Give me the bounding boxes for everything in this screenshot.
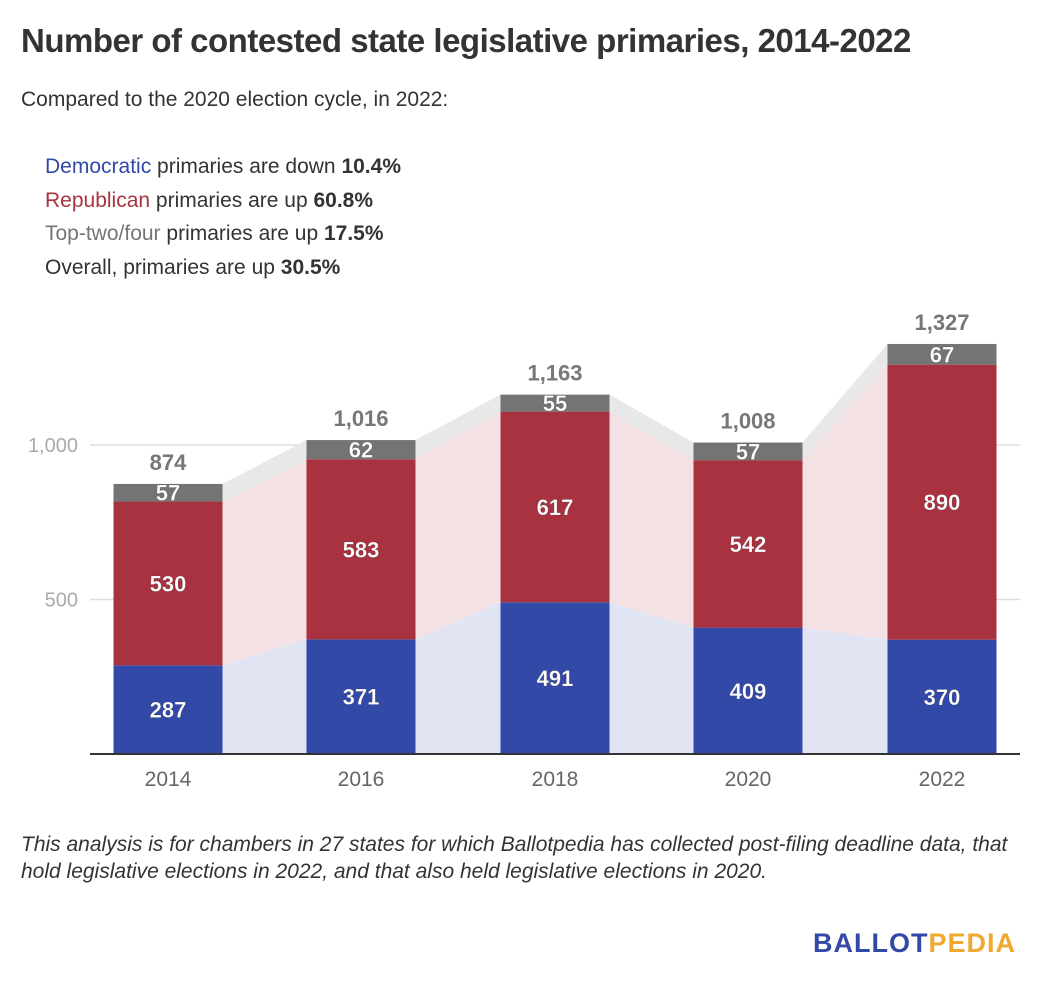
total-value-label: 1,008 xyxy=(720,409,775,434)
connector-areas xyxy=(222,343,888,754)
bar-segment-republican xyxy=(113,501,223,666)
note-value: 60.8% xyxy=(313,188,374,212)
segment-value-label: 409 xyxy=(730,679,767,704)
note-keyword: Top-two/four xyxy=(45,222,161,245)
bar-segment-democratic xyxy=(306,639,416,754)
bar-segment-democratic xyxy=(693,627,803,754)
note-top-two-four: Top-two/four primaries are up 17.5% xyxy=(45,217,401,251)
note-democratic: Democratic primaries are down 10.4% xyxy=(45,150,401,184)
note-text: , primaries are up xyxy=(111,255,281,279)
bar-segment-top-two-four xyxy=(113,483,223,502)
note-value: 30.5% xyxy=(280,255,341,279)
connector-area-democratic xyxy=(802,627,888,754)
total-value-label: 1,016 xyxy=(333,406,388,431)
y-tick-label: 500 xyxy=(45,590,78,612)
connector-area-republican xyxy=(415,411,501,640)
bar-segment-democratic xyxy=(113,665,223,754)
footnote: This analysis is for chambers in 27 stat… xyxy=(21,833,1008,883)
bar-segment-democratic xyxy=(500,602,610,754)
stacked-bar-chart: 287 530 57 874 371 583 62 1,016 491 617 55 1,163 409… xyxy=(28,310,1020,791)
segment-value-label: 617 xyxy=(537,495,574,520)
segment-value-label: 67 xyxy=(930,342,954,367)
segment-value-label: 57 xyxy=(736,439,760,464)
connector-area-democratic xyxy=(415,602,501,754)
note-keyword: Overall xyxy=(45,255,112,279)
connector-area-democratic xyxy=(222,639,307,754)
x-tick-label: 2020 xyxy=(725,768,772,791)
bar-segment-top-two-four xyxy=(693,442,803,461)
bars xyxy=(113,343,997,754)
connector-area-top-two-four xyxy=(415,394,501,460)
x-tick-label: 2016 xyxy=(338,768,385,791)
note-overall: Overall, primaries are up 30.5% xyxy=(45,251,401,285)
logo-part-ballot: BALLOT xyxy=(812,928,929,958)
segment-value-label: 62 xyxy=(349,438,373,463)
segment-value-label: 530 xyxy=(150,571,187,596)
x-tick-label: 2014 xyxy=(145,768,192,791)
segment-value-label: 370 xyxy=(924,685,961,710)
bar-segment-top-two-four xyxy=(887,343,997,365)
x-tick-label: 2022 xyxy=(919,768,966,791)
segment-value-label: 491 xyxy=(537,666,574,691)
bar-segment-top-two-four xyxy=(306,440,416,460)
bar-segment-top-two-four xyxy=(500,394,610,412)
segment-value-label: 542 xyxy=(730,532,767,557)
note-republican: Republican primaries are up 60.8% xyxy=(45,184,401,218)
bar-segment-democratic xyxy=(887,639,997,754)
axes: 500 1,000 2014 2016 2018 2020 2022 xyxy=(28,435,1020,791)
bar-segment-republican xyxy=(500,411,610,603)
note-keyword: Democratic xyxy=(45,155,152,178)
connector-area-top-two-four xyxy=(222,440,307,502)
segment-value-label: 371 xyxy=(343,685,380,710)
bar-segment-republican xyxy=(693,460,803,628)
connector-area-democratic xyxy=(609,602,694,754)
x-tick-label: 2018 xyxy=(532,768,579,791)
connector-area-republican xyxy=(609,411,694,628)
ballotpedia-logo: BALLOTPEDIA xyxy=(813,928,1016,959)
connector-area-top-two-four xyxy=(609,394,694,461)
data-labels: 287 530 57 874 371 583 62 1,016 491 617 55 1,163 409… xyxy=(149,310,969,723)
segment-value-label: 57 xyxy=(156,481,180,506)
segment-value-label: 55 xyxy=(543,391,567,416)
connector-area-republican xyxy=(802,364,888,640)
note-text: primaries are up xyxy=(160,222,324,245)
note-value: 17.5% xyxy=(323,222,384,245)
chart-subtitle: Compared to the 2020 election cycle, in … xyxy=(21,88,449,111)
connector-area-republican xyxy=(222,459,307,666)
summary-notes: Democratic primaries are down 10.4% Repu… xyxy=(45,150,401,284)
note-keyword: Republican xyxy=(45,188,151,212)
connector-area-top-two-four xyxy=(802,343,888,461)
chart-title: Number of contested state legislative pr… xyxy=(21,22,911,59)
segment-value-label: 583 xyxy=(343,537,380,562)
bar-segment-republican xyxy=(306,459,416,640)
note-text: primaries are up xyxy=(150,188,314,212)
segment-value-label: 287 xyxy=(150,698,187,723)
note-value: 10.4% xyxy=(341,155,401,178)
y-tick-label: 1,000 xyxy=(28,435,78,457)
total-value-label: 1,163 xyxy=(527,361,582,386)
bar-segment-republican xyxy=(887,364,997,640)
total-value-label: 874 xyxy=(150,450,187,475)
total-value-label: 1,327 xyxy=(914,310,969,335)
logo-part-pedia: PEDIA xyxy=(928,928,1016,958)
note-text: primaries are down xyxy=(151,155,342,178)
segment-value-label: 890 xyxy=(924,490,961,515)
